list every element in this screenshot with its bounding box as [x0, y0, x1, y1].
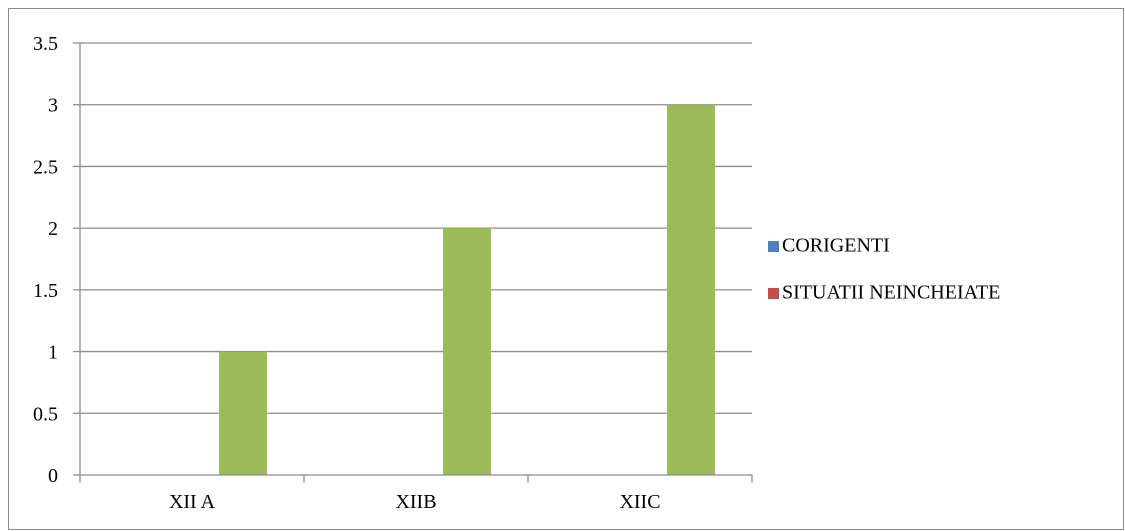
x-tick-labels: XII A XIIB XIIC: [169, 491, 661, 513]
y-tick-labels: 0 0.5 1 1.5 2 2.5 3 3.5: [33, 33, 58, 487]
y-tick-label: 2: [48, 218, 58, 240]
legend-swatch: [768, 241, 779, 252]
legend: CORIGENTI SITUATII NEINCHEIATE: [768, 235, 1000, 304]
y-tick-label: 1: [48, 342, 58, 364]
legend-swatch: [768, 288, 779, 299]
x-tick-label: XII A: [169, 491, 216, 513]
y-tick-label: 0.5: [33, 403, 58, 425]
bar-series-2-1: [443, 228, 491, 475]
y-tick-label: 1.5: [33, 280, 58, 302]
y-tick-label: 3.5: [33, 33, 58, 55]
gridlines: [80, 42, 752, 414]
legend-label: CORIGENTI: [782, 235, 890, 257]
y-tick-label: 2.5: [33, 156, 58, 178]
bars: [219, 104, 715, 475]
x-tick-label: XIIB: [395, 491, 436, 513]
legend-item-corigenti: CORIGENTI: [768, 235, 890, 257]
y-tick-label: 3: [48, 95, 58, 117]
chart-frame: [8, 8, 1124, 530]
legend-item-situatii-neincheiate: SITUATII NEINCHEIATE: [768, 282, 1000, 304]
bar-series-2-0: [219, 351, 267, 475]
x-tick-label: XIIC: [619, 491, 660, 513]
y-tick-label: 0: [48, 465, 58, 487]
legend-label: SITUATII NEINCHEIATE: [782, 282, 1000, 304]
axes: [73, 42, 753, 483]
bar-series-2-2: [667, 104, 715, 475]
